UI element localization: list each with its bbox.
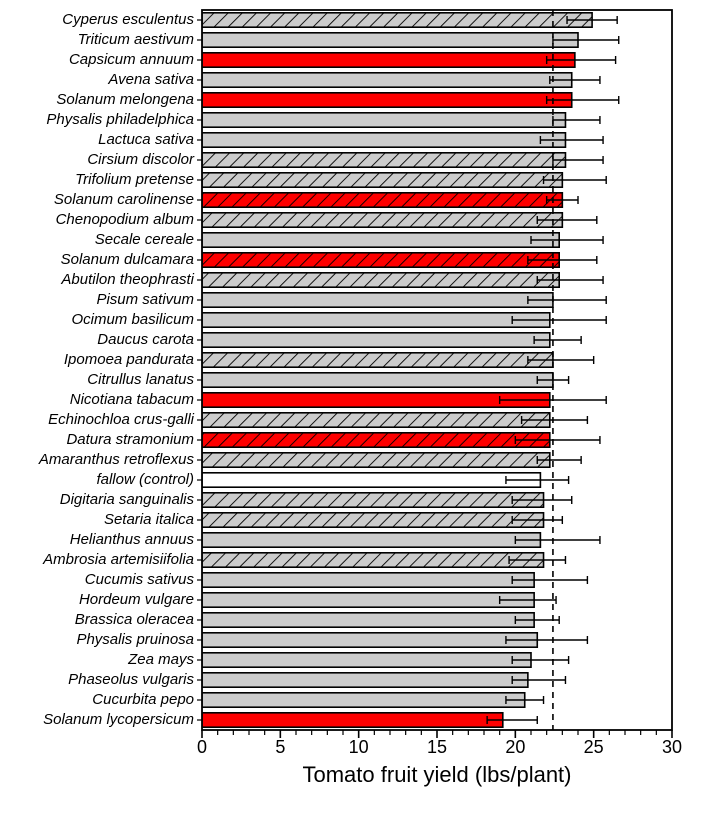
bar [202, 573, 534, 587]
bar [202, 533, 540, 547]
x-axis-title: Tomato fruit yield (lbs/plant) [303, 762, 572, 787]
bar [202, 613, 534, 627]
y-axis-label: Cyperus esculentus [62, 11, 194, 28]
bar-hatch [202, 553, 544, 567]
y-axis-label: Datura stramonium [66, 431, 194, 448]
bar [202, 653, 531, 667]
y-axis-label: fallow (control) [96, 471, 194, 488]
x-tick-label: 30 [662, 737, 682, 757]
y-axis-label: Pisum sativum [96, 291, 194, 308]
y-axis-label: Ambrosia artemisiifolia [42, 551, 194, 568]
x-tick-label: 10 [349, 737, 369, 757]
bar-hatch [202, 413, 550, 427]
y-axis-label: Nicotiana tabacum [70, 391, 194, 408]
bar [202, 233, 559, 247]
x-tick-label: 5 [275, 737, 285, 757]
y-axis-label: Ocimum basilicum [71, 311, 194, 328]
x-tick-label: 25 [584, 737, 604, 757]
y-axis-label: Cucumis sativus [85, 571, 195, 588]
y-axis-label: Solanum dulcamara [61, 251, 194, 268]
x-tick-label: 15 [427, 737, 447, 757]
bar [202, 693, 525, 707]
x-tick-label: 20 [505, 737, 525, 757]
y-axis-label: Setaria italica [104, 511, 194, 528]
bar-hatch [202, 253, 559, 267]
bar [202, 53, 575, 67]
y-axis-label: Ipomoea pandurata [64, 351, 194, 368]
y-axis-label: Phaseolus vulgaris [68, 671, 194, 688]
bar [202, 373, 553, 387]
y-axis-label: Solanum melongena [56, 91, 194, 108]
y-axis-label: Solanum lycopersicum [43, 711, 194, 728]
bar-hatch [202, 213, 562, 227]
bar [202, 313, 550, 327]
bar-hatch [202, 453, 550, 467]
y-axis-label: Secale cereale [95, 231, 194, 248]
y-axis-label: Citrullus lanatus [87, 371, 194, 388]
bar [202, 113, 565, 127]
y-axis-label: Brassica oleracea [75, 611, 194, 628]
bar [202, 393, 550, 407]
y-axis-label: Lactuca sativa [98, 131, 194, 148]
y-axis-label: Triticum aestivum [78, 31, 194, 48]
y-axis-label: Echinochloa crus-galli [48, 411, 195, 428]
bar [202, 133, 565, 147]
chart-container: Cyperus esculentus Triticum aestivum Capsi… [0, 0, 709, 813]
bar [202, 333, 550, 347]
y-axis-label: Zea mays [127, 651, 194, 668]
y-axis-label: Capsicum annuum [69, 51, 194, 68]
y-axis-label: Helianthus annuus [70, 531, 195, 548]
y-axis-label: Solanum carolinense [54, 191, 194, 208]
y-axis-label: Abutilon theophrasti [60, 271, 194, 288]
y-axis-label: Cirsium discolor [87, 151, 195, 168]
bar-hatch [202, 433, 550, 447]
bar-hatch [202, 493, 544, 507]
bar [202, 293, 553, 307]
y-axis-label: Cucurbita pepo [92, 691, 194, 708]
bar [202, 473, 540, 487]
y-axis-label: Daucus carota [97, 331, 194, 348]
bar-hatch [202, 13, 592, 27]
chart-svg: Cyperus esculentus Triticum aestivum Capsi… [0, 0, 709, 813]
bar [202, 93, 572, 107]
bar [202, 633, 537, 647]
y-axis-label: Avena sativa [107, 71, 194, 88]
bar-hatch [202, 353, 553, 367]
bar-hatch [202, 513, 544, 527]
bar [202, 593, 534, 607]
bar-hatch [202, 173, 562, 187]
y-axis-label: Trifolium pretense [75, 171, 194, 188]
bar-hatch [202, 193, 562, 207]
bar [202, 713, 503, 727]
y-axis-label: Physalis philadelphica [46, 111, 194, 128]
bar [202, 33, 578, 47]
bar [202, 673, 528, 687]
bar [202, 73, 572, 87]
y-axis-label: Physalis pruinosa [76, 631, 194, 648]
x-tick-label: 0 [197, 737, 207, 757]
bar-hatch [202, 273, 559, 287]
y-axis-label: Chenopodium album [56, 211, 194, 228]
y-axis-label: Hordeum vulgare [79, 591, 194, 608]
bar-hatch [202, 153, 565, 167]
y-axis-label: Amaranthus retroflexus [38, 451, 195, 468]
y-axis-label: Digitaria sanguinalis [60, 491, 195, 508]
